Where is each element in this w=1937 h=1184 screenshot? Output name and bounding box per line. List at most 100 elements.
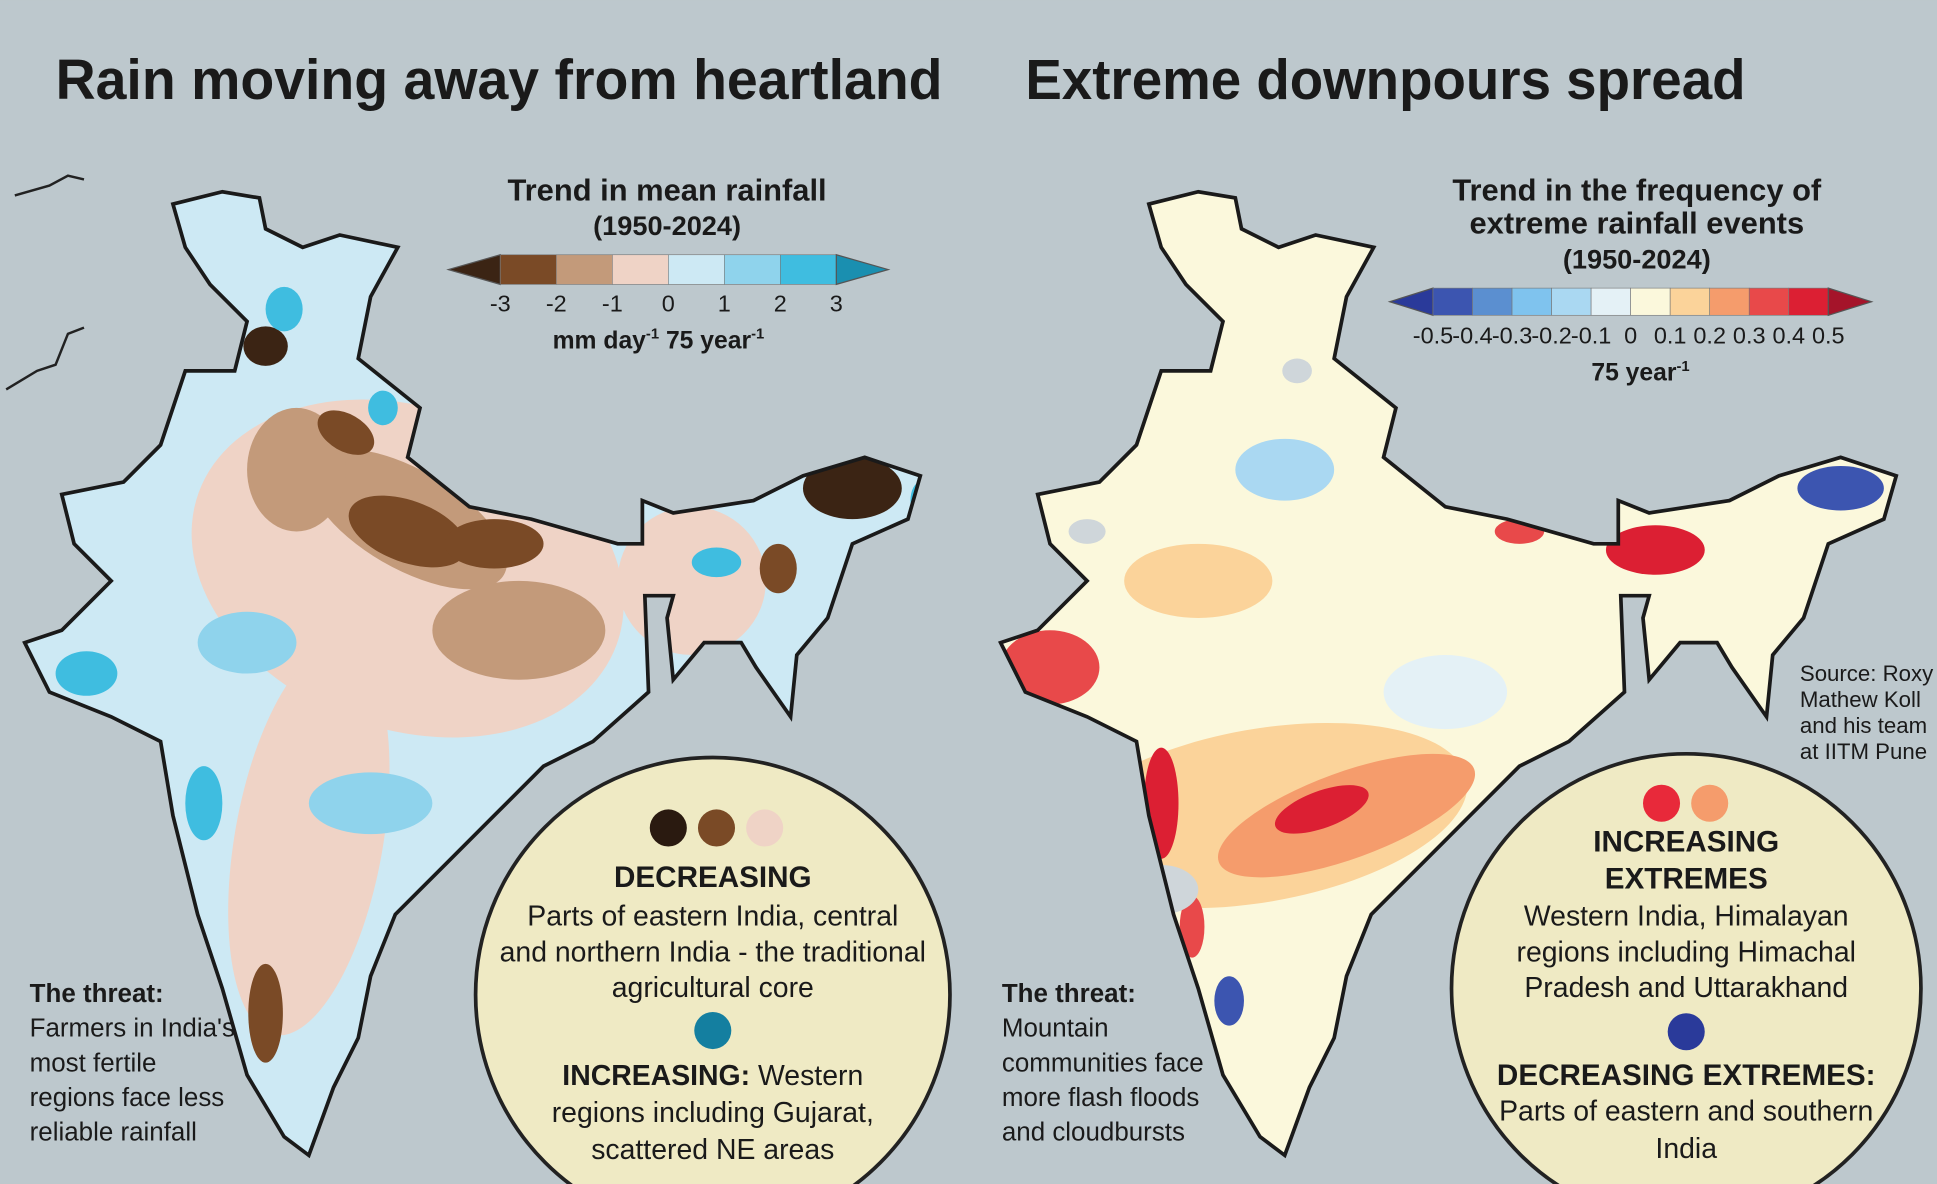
callout-heading: INCREASING: bbox=[562, 1060, 750, 1092]
callout-line: India bbox=[1655, 1133, 1717, 1165]
swatch bbox=[697, 809, 736, 847]
text-line: Parts of eastern India, central bbox=[527, 901, 898, 933]
map-patch bbox=[1383, 655, 1508, 730]
colorbar-tick-label: -0.3 bbox=[1492, 323, 1532, 349]
unit: -1 bbox=[1676, 359, 1689, 375]
map-patch bbox=[1214, 976, 1244, 1026]
text-line: agricultural core bbox=[612, 972, 814, 1004]
map-patch bbox=[55, 651, 118, 696]
map-patch bbox=[1235, 438, 1335, 501]
colorbar-swatch bbox=[1551, 287, 1592, 316]
colorbar-tick-label: 0 bbox=[662, 291, 675, 317]
colorbar-swatch bbox=[1432, 287, 1473, 316]
callout-circle bbox=[473, 755, 952, 1184]
callout-line: regions including Gujarat, bbox=[552, 1097, 874, 1129]
unit: -1 bbox=[646, 327, 659, 343]
colorbar-swatch bbox=[1472, 287, 1513, 316]
text-line: reliable rainfall bbox=[30, 1118, 197, 1146]
colorbar-tick-label: 1 bbox=[718, 291, 731, 317]
colorbar-swatch bbox=[500, 254, 557, 285]
title: Rain moving away from heartland bbox=[56, 49, 943, 112]
colorbar-swatch bbox=[1709, 287, 1750, 316]
colorbar-swatch bbox=[612, 254, 669, 285]
map-patch bbox=[308, 772, 433, 835]
colorbar-tick-label: 0.1 bbox=[1654, 323, 1687, 349]
threat-label: The threat: bbox=[30, 980, 164, 1008]
border bbox=[5, 174, 85, 391]
colorbar-swatch bbox=[556, 254, 613, 285]
map-patch bbox=[802, 457, 902, 520]
colorbar-tick-label: -1 bbox=[602, 291, 623, 317]
text-line: Mathew Koll bbox=[1800, 687, 1921, 712]
text-line: and cloudbursts bbox=[1002, 1118, 1185, 1146]
map-patch bbox=[185, 766, 223, 841]
colorbar-tick-label: -2 bbox=[546, 291, 567, 317]
text-line: at IITM Pune bbox=[1800, 739, 1927, 764]
text-line: Farmers in India's bbox=[30, 1015, 235, 1043]
map-patch bbox=[1068, 519, 1106, 544]
map-patch bbox=[228, 645, 390, 1036]
colorbar-arrow bbox=[1827, 287, 1874, 317]
map-patch bbox=[197, 611, 297, 674]
colorbar-swatch bbox=[1511, 287, 1552, 316]
title: Extreme downpours spread bbox=[1025, 49, 1745, 112]
map-patch bbox=[247, 407, 346, 532]
threat-label: The threat: bbox=[1002, 980, 1136, 1008]
callout-line: Western bbox=[750, 1060, 863, 1092]
unit: 75 year bbox=[659, 328, 751, 355]
colorbar-tick-label: 0.5 bbox=[1812, 323, 1845, 349]
swatch bbox=[1642, 784, 1681, 822]
map-patch bbox=[1797, 465, 1884, 511]
map-patch bbox=[368, 390, 398, 426]
colorbar: -3 -2 -1 0 1 2 3 bbox=[446, 253, 891, 317]
callout-heading: EXTREMES bbox=[1605, 862, 1768, 895]
legend-period: (1950-2024) bbox=[593, 210, 741, 241]
legend-period: (1950-2024) bbox=[1563, 243, 1711, 274]
legend-title: Trend in the frequency of bbox=[1452, 172, 1822, 207]
colorbar-tick-label: 0 bbox=[1624, 323, 1637, 349]
map-patch bbox=[1000, 630, 1100, 705]
legend-unit: 75 year-1 bbox=[1591, 359, 1689, 387]
swatch bbox=[746, 809, 784, 847]
colorbar-swatch bbox=[1590, 287, 1631, 316]
text-line: most fertile bbox=[30, 1049, 157, 1077]
callout-heading: DECREASING bbox=[614, 861, 812, 894]
colorbar-swatch bbox=[1669, 287, 1711, 316]
text-line: Western India, Himalayan bbox=[1524, 901, 1849, 933]
map-patch bbox=[248, 963, 283, 1063]
colorbar-tick-label: -3 bbox=[490, 291, 511, 317]
colorbar: -0.5 -0.4 -0.3 -0.2 -0.1 0 0.1 0.2 0.3 0.4 0.5 bbox=[1387, 287, 1874, 349]
map-left bbox=[24, 191, 921, 1156]
unit: mm day bbox=[553, 328, 647, 355]
colorbar-swatch bbox=[1788, 287, 1829, 316]
map-patch bbox=[265, 286, 303, 332]
colorbar-tick-label: 0.3 bbox=[1733, 323, 1766, 349]
colorbar-swatch bbox=[1748, 287, 1790, 316]
colorbar-swatch bbox=[724, 254, 781, 285]
text-line: Source: Roxy bbox=[1800, 661, 1934, 686]
colorbar-tick-label: 2 bbox=[774, 291, 787, 317]
map-patch bbox=[243, 326, 288, 366]
text-line: regions including Himachal bbox=[1516, 936, 1855, 968]
map-patch bbox=[1605, 525, 1705, 575]
colorbar-tick-label: 3 bbox=[830, 291, 843, 317]
unit: -1 bbox=[751, 327, 764, 343]
text-line: more flash floods bbox=[1002, 1084, 1200, 1112]
colorbar-tick-label: -0.1 bbox=[1571, 323, 1611, 349]
legend-unit: mm day-1 75 year-1 bbox=[553, 327, 765, 355]
callout-line: scattered NE areas bbox=[591, 1134, 834, 1166]
swatch bbox=[1667, 1013, 1705, 1051]
threat-text: Farmers in India's most fertile regions fa… bbox=[30, 1015, 235, 1147]
map-patch bbox=[1179, 895, 1205, 958]
text-line: and his team bbox=[1800, 713, 1927, 738]
colorbar-tick-label: 0.4 bbox=[1772, 323, 1805, 349]
map-patch bbox=[1274, 785, 1369, 834]
map-patch bbox=[444, 519, 544, 569]
map-patch bbox=[759, 543, 797, 594]
map-patch bbox=[1282, 358, 1312, 384]
colorbar-tick-label: -0.2 bbox=[1531, 323, 1571, 349]
